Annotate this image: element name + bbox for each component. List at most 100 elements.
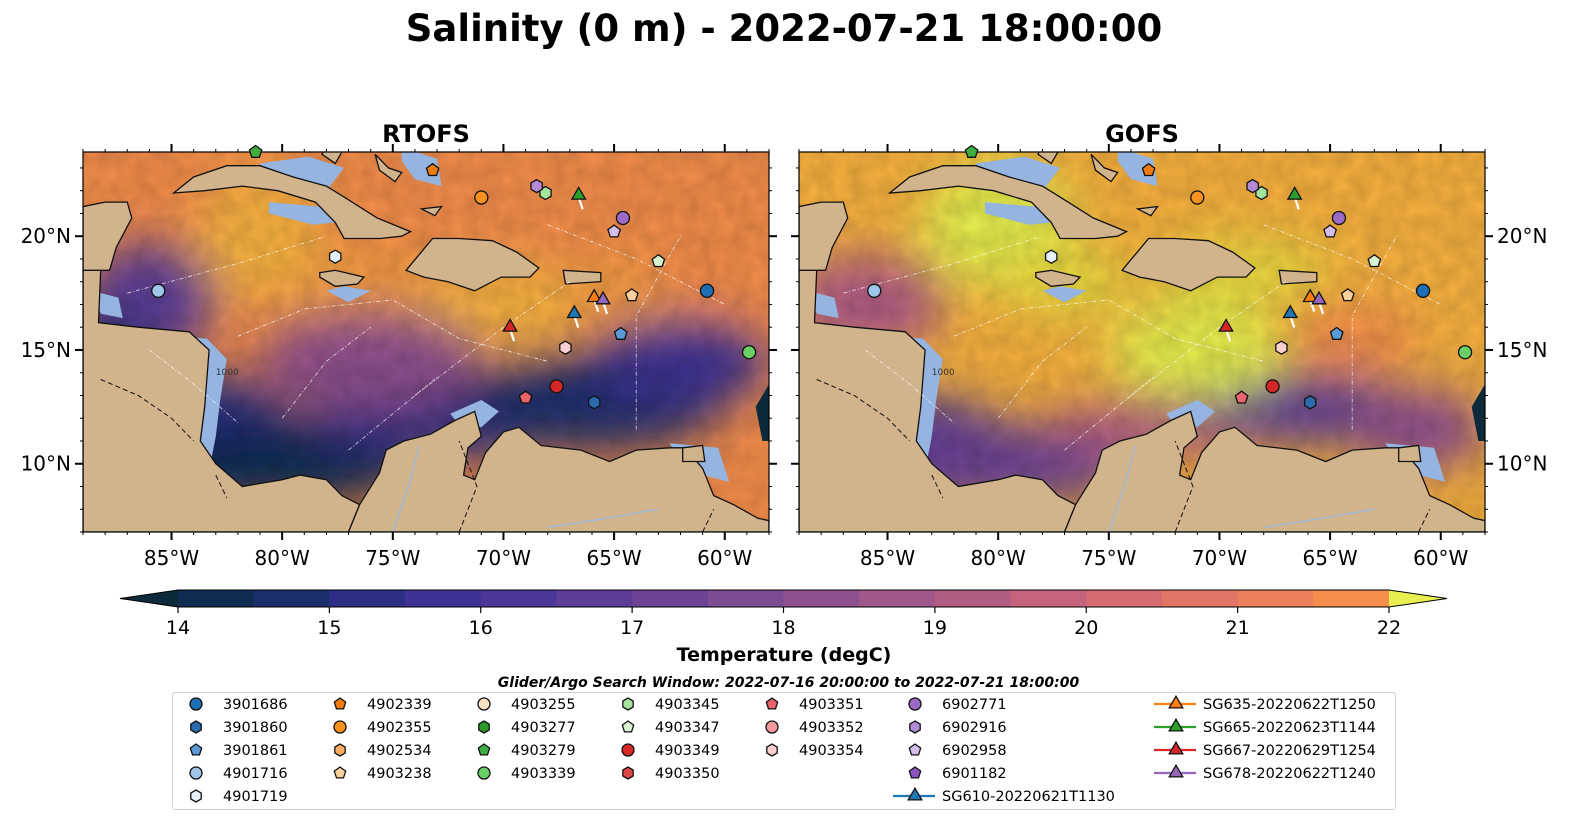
- colorbar-bin: [859, 590, 936, 607]
- float-marker: [624, 288, 639, 302]
- figure-title: Salinity (0 m) - 2022-07-21 18:00:00: [406, 7, 1162, 50]
- colorbar-bin: [178, 590, 255, 607]
- float-marker: [474, 190, 489, 205]
- colorbar-bin: [1086, 590, 1163, 607]
- float-marker: [248, 144, 263, 158]
- legend-entry: 3901861: [189, 743, 288, 759]
- legend-label: 4903350: [655, 766, 720, 782]
- legend-marker: [189, 743, 203, 756]
- legend-label: 6901182: [942, 766, 1007, 782]
- legend-marker: [477, 743, 491, 756]
- legend-entry: 3901860: [190, 720, 288, 736]
- legend-label: 3901686: [223, 697, 288, 713]
- legend-entry: 4903255: [477, 697, 576, 713]
- legend-entry: 6902916: [909, 720, 1007, 736]
- colorbar-bin: [1313, 590, 1390, 607]
- float-marker: [570, 186, 587, 200]
- float-marker: [425, 162, 440, 177]
- legend-label: 4903347: [655, 720, 720, 736]
- float-marker: [1367, 253, 1382, 268]
- legend-label: 3901860: [223, 720, 288, 736]
- lon-tick-label: 75°W: [365, 546, 420, 570]
- colorbar-tick-label: 16: [469, 617, 493, 639]
- legend-marker: [189, 766, 203, 780]
- colorbar-label: Temperature (degC): [677, 644, 892, 666]
- float-marker: [1457, 345, 1473, 360]
- legend-label: 4903279: [511, 743, 576, 759]
- legend-entry: 4902339: [333, 697, 432, 713]
- legend-entry: 6902771: [908, 697, 1007, 713]
- legend-label: 4903354: [799, 743, 864, 759]
- float-marker: [1246, 178, 1259, 194]
- float-marker: [1302, 288, 1319, 303]
- float-marker: [1234, 390, 1249, 404]
- legend-entry: 3901686: [189, 697, 288, 713]
- float-marker: [559, 340, 572, 355]
- colorbar-extend-high: [1389, 590, 1447, 607]
- legend-entry: 4901716: [189, 766, 288, 782]
- legend-marker: [765, 697, 779, 710]
- colorbar-tick-label: 21: [1226, 617, 1250, 639]
- float-marker: [530, 178, 543, 194]
- float-marker: [328, 249, 342, 264]
- colorbar-bin: [556, 590, 633, 607]
- legend-label: SG635-20220622T1250: [1203, 697, 1376, 713]
- legend-entry: 4903279: [477, 743, 576, 759]
- colorbar-tick-label: 19: [923, 617, 947, 639]
- legend-entry: 4902355: [333, 720, 432, 736]
- legend-box: [172, 692, 1396, 810]
- legend-label: 4903238: [367, 766, 432, 782]
- lat-tick-label: 20°N: [1497, 224, 1547, 248]
- float-marker: [595, 290, 611, 305]
- legend-entry: 4903354: [766, 743, 864, 759]
- float-marker: [1218, 318, 1234, 332]
- legend-label: 4903349: [655, 743, 720, 759]
- colorbar-bin: [783, 590, 860, 607]
- colorbar-bin: [405, 590, 482, 607]
- float-marker: [615, 210, 631, 226]
- legend-marker: [334, 743, 346, 757]
- legend-marker: [333, 720, 347, 734]
- float-marker: [1190, 190, 1205, 205]
- lon-tick-label: 70°W: [476, 546, 531, 570]
- legend-label: 4901716: [223, 766, 288, 782]
- legend-label: 4903352: [799, 720, 864, 736]
- legend-marker: [477, 697, 491, 711]
- legend-label: SG667-20220629T1254: [1203, 743, 1376, 759]
- float-marker: [699, 283, 715, 298]
- legend-marker: [908, 743, 922, 756]
- float-marker: [867, 283, 882, 298]
- float-marker: [741, 345, 757, 360]
- legend-marker: [333, 766, 347, 779]
- legend-entry: SG667-20220629T1254: [1154, 740, 1376, 759]
- colorbar-tick-label: 22: [1377, 617, 1401, 639]
- legend-label: 4903255: [511, 697, 576, 713]
- colorbar-bin: [1161, 590, 1239, 607]
- colorbar-bin: [1237, 590, 1314, 607]
- colorbar-tick-label: 20: [1074, 617, 1098, 639]
- panel-title: RTOFS: [382, 120, 470, 148]
- contour-label: 1000: [216, 368, 239, 378]
- colorbar-tick-label: 14: [166, 617, 190, 639]
- legend-entry: 4901719: [190, 789, 288, 805]
- legend-items: 3901686 3901860 3901861 4901716 4901719 49023…: [189, 694, 1376, 805]
- colorbar-bin: [707, 590, 785, 607]
- colorbar-bin: [1010, 590, 1087, 607]
- float-marker: [1286, 186, 1303, 200]
- legend-label: 6902916: [942, 720, 1007, 736]
- legend-label: 4901719: [223, 789, 288, 805]
- float-markers: [151, 144, 757, 410]
- float-marker: [1340, 288, 1355, 302]
- legend-marker: [477, 766, 491, 780]
- float-marker: [587, 395, 601, 410]
- lon-tick-label: 80°W: [255, 546, 310, 570]
- float-marker: [1323, 224, 1338, 238]
- legend-marker: [1168, 740, 1184, 755]
- lat-tick-label: 10°N: [1497, 452, 1547, 476]
- float-marker: [607, 224, 622, 238]
- float-marker: [1311, 290, 1327, 305]
- colorbar-bin: [480, 590, 558, 607]
- legend-marker: [189, 697, 203, 711]
- legend-marker: [1168, 717, 1184, 732]
- float-marker: [1303, 395, 1317, 410]
